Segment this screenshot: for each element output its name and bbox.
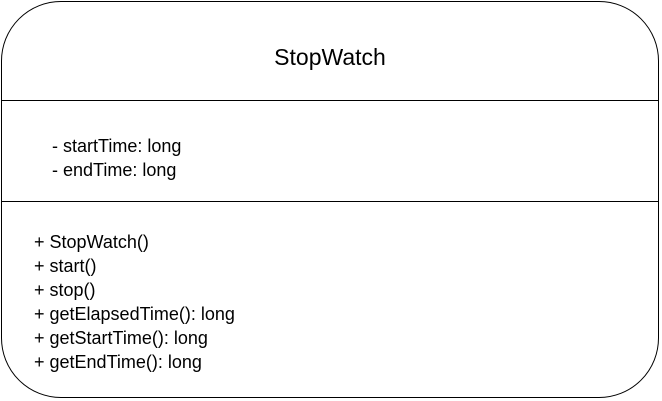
class-header: StopWatch	[2, 2, 658, 101]
method-get-start-time: + getStartTime(): long	[34, 328, 208, 348]
method-get-elapsed-time: + getElapsedTime(): long	[34, 304, 235, 324]
method-list: + StopWatch() + start() + stop() + getEl…	[34, 230, 235, 374]
method-constructor: + StopWatch()	[34, 232, 149, 252]
attribute-end-time: - endTime: long	[52, 160, 177, 180]
attributes-compartment: - startTime: long - endTime: long	[2, 101, 658, 202]
method-get-end-time: + getEndTime(): long	[34, 352, 202, 372]
attribute-start-time: - startTime: long	[52, 136, 182, 156]
class-name: StopWatch	[274, 43, 386, 70]
attribute-list: - startTime: long - endTime: long	[52, 134, 181, 182]
methods-compartment: + StopWatch() + start() + stop() + getEl…	[2, 202, 658, 397]
method-stop: + stop()	[34, 280, 96, 300]
method-start: + start()	[34, 256, 97, 276]
